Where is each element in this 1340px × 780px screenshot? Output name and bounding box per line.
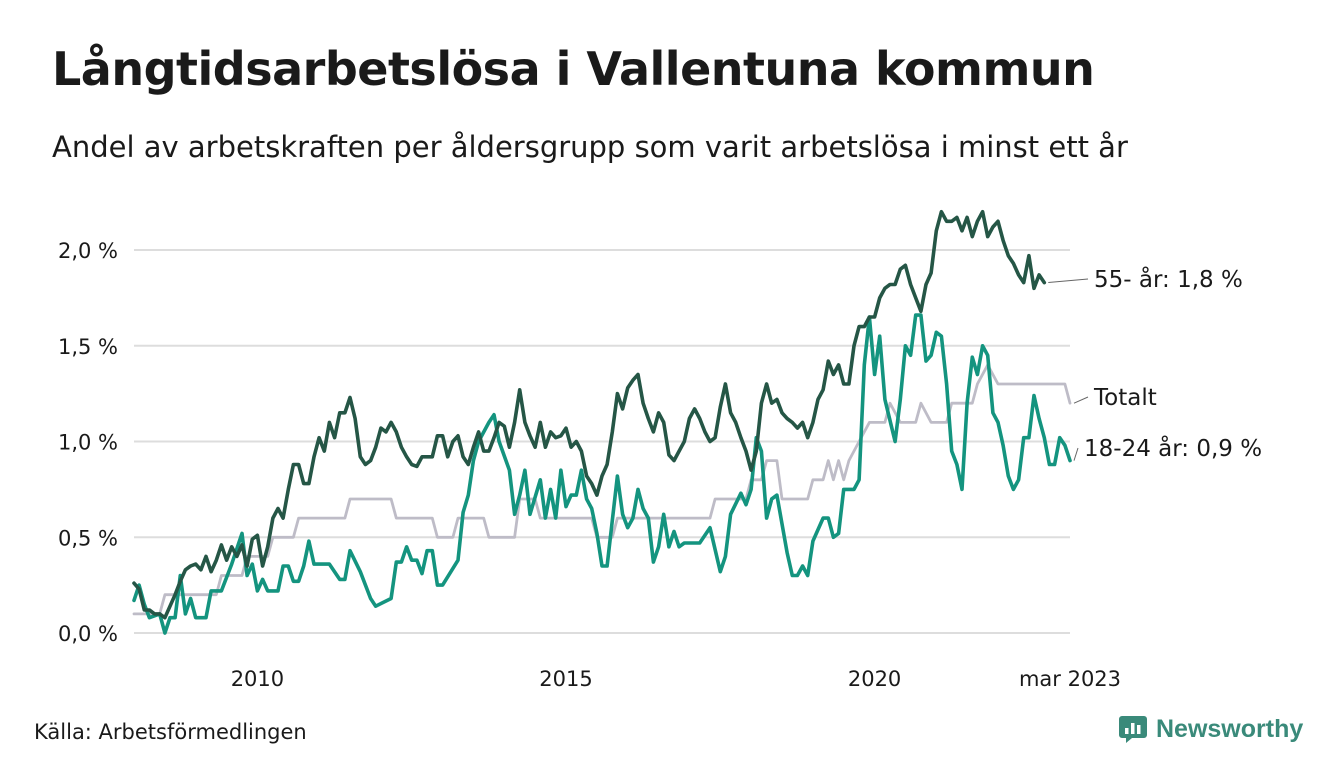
x-axis-ticks: 2010 2015 2020 mar 2023 xyxy=(231,667,1121,691)
series-label-age18_24: 18-24 år: 0,9 % xyxy=(1084,434,1262,462)
x-tick-label: 2020 xyxy=(848,667,901,691)
chart-title: Långtidsarbetslösa i Vallentuna kommun xyxy=(52,42,1095,96)
series-line-age18_24 xyxy=(132,313,1072,635)
brand-name: Newsworthy xyxy=(1156,714,1304,743)
series-lines xyxy=(132,209,1072,635)
y-tick-label: 2,0 % xyxy=(58,239,118,263)
newsworthy-chart-icon xyxy=(1119,716,1147,743)
brand-logo[interactable]: Newsworthy xyxy=(1118,714,1303,744)
series-line-age55 xyxy=(132,209,1047,620)
source-note: Källa: Arbetsförmedlingen xyxy=(34,720,307,744)
series-end-labels: Totalt 18-24 år: 0,9 % 55- år: 1,8 % xyxy=(1048,265,1262,462)
label-connector xyxy=(1073,396,1089,404)
series-label-age55: 55- år: 1,8 % xyxy=(1094,265,1243,293)
y-axis-ticks: 0,0 % 0,5 % 1,0 % 1,5 % 2,0 % xyxy=(58,239,118,646)
label-connector xyxy=(1048,278,1089,284)
series-line-total xyxy=(132,363,1072,616)
x-tick-label: mar 2023 xyxy=(1019,667,1121,691)
label-connector xyxy=(1073,447,1079,461)
x-tick-label: 2015 xyxy=(539,667,592,691)
y-tick-label: 0,5 % xyxy=(58,526,118,550)
series-label-total: Totalt xyxy=(1093,385,1157,411)
x-tick-label: 2010 xyxy=(231,667,284,691)
line-chart: 0,0 % 0,5 % 1,0 % 1,5 % 2,0 % 2010 2015 2020 ma… xyxy=(58,209,1262,691)
gridlines xyxy=(134,249,1070,634)
y-tick-label: 1,5 % xyxy=(58,335,118,359)
y-tick-label: 0,0 % xyxy=(58,622,118,646)
y-tick-label: 1,0 % xyxy=(58,431,118,455)
chart-subtitle: Andel av arbetskraften per åldersgrupp s… xyxy=(52,130,1128,164)
